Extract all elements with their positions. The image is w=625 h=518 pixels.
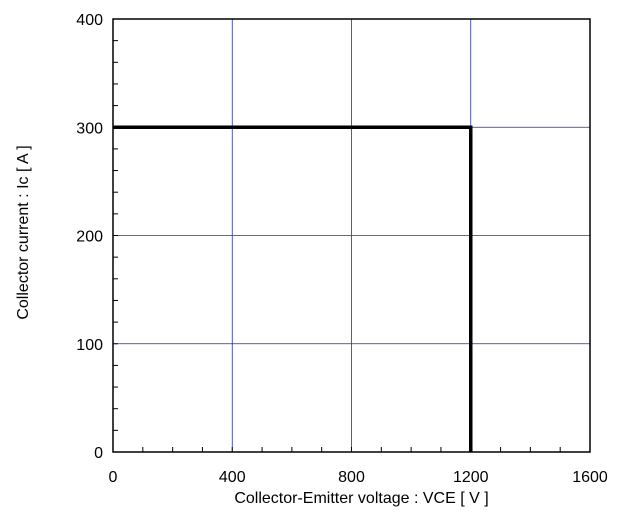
plot-frame xyxy=(112,18,591,453)
y-tick-label-0: 0 xyxy=(94,445,103,462)
x-tick-label-3: 1200 xyxy=(453,469,489,486)
series-line-0 xyxy=(113,125,473,452)
x-tick-label-0: 0 xyxy=(109,469,118,486)
y-tick-label-1: 100 xyxy=(76,337,103,354)
x-tick-labels: 0 400 800 1200 1600 xyxy=(109,469,608,486)
x-axis-title: Collector-Emitter voltage : VCE [ V ] xyxy=(234,490,488,507)
y-tick-labels: 0 100 200 300 400 xyxy=(76,12,103,462)
x-tick-label-2: 800 xyxy=(338,469,365,486)
x-tick-label-1: 400 xyxy=(219,469,246,486)
y-tick-label-3: 300 xyxy=(76,120,103,137)
series-layer xyxy=(113,125,473,452)
x-tick-label-4: 1600 xyxy=(572,469,608,486)
minor-tick-layer xyxy=(113,40,561,452)
grid-layer xyxy=(113,19,590,452)
y-tick-label-4: 400 xyxy=(76,12,103,29)
y-tick-label-2: 200 xyxy=(76,229,103,246)
y-axis-title: Collector current : Ic [ A ] xyxy=(15,145,32,319)
